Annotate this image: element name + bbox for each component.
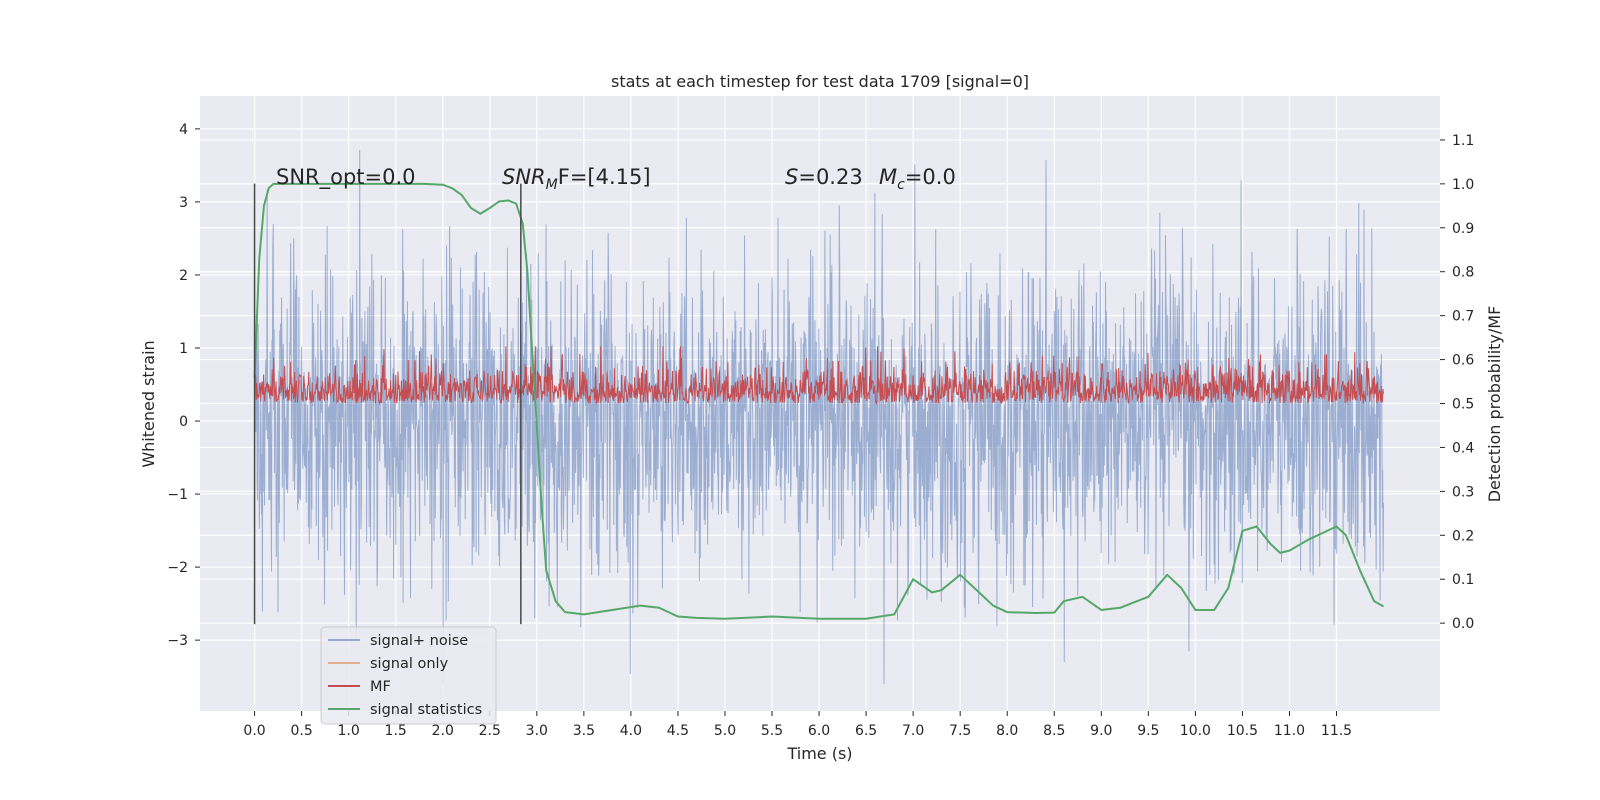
y-tick-label-right: 0.8 xyxy=(1452,265,1474,281)
y-tick-label-right: 0.9 xyxy=(1452,221,1474,237)
y-tick-label-right: 0.5 xyxy=(1452,397,1474,413)
y-tick-label-right: 1.0 xyxy=(1452,177,1474,193)
mc-value: =0.0 xyxy=(905,165,956,189)
y-tick-label-left: 4 xyxy=(179,122,188,138)
x-tick-label: 4.5 xyxy=(667,723,689,739)
x-tick-label: 3.0 xyxy=(526,723,548,739)
x-tick-label: 9.0 xyxy=(1090,723,1112,739)
x-tick-label: 6.5 xyxy=(855,723,877,739)
legend-label-signal-noise: signal+ noise xyxy=(370,633,468,649)
axis-layer: 0.0 0.5 1.0 1.5 2.0 2.5 3.0 3.5 4.0 4.5 5.0 5.5 6.0 6… xyxy=(167,122,1474,739)
snr-mf-sub: M xyxy=(546,177,558,193)
series-signal-noise-line xyxy=(254,149,1385,684)
snr-mf-name: SNR xyxy=(502,165,546,189)
legend-box xyxy=(320,626,497,725)
x-axis-label: Time (s) xyxy=(786,744,852,763)
y-tick-label-left: 2 xyxy=(179,268,188,284)
y-tick-label-left: −2 xyxy=(167,560,188,576)
chart-title: stats at each timestep for test data 170… xyxy=(611,72,1029,91)
annotation-snr-opt: SNR_opt=0.0 xyxy=(276,165,416,190)
x-tick-label: 0.5 xyxy=(290,723,312,739)
series-mf-line xyxy=(254,346,1385,405)
x-tick-label: 1.0 xyxy=(338,723,360,739)
x-tick-label: 5.5 xyxy=(761,723,783,739)
x-tick-label: 8.5 xyxy=(1043,723,1065,739)
y-tick-label-right: 1.1 xyxy=(1452,133,1474,149)
x-tick-label: 2.5 xyxy=(479,723,501,739)
y-tick-label-right: 0.6 xyxy=(1452,353,1474,369)
legend-label-mf: MF xyxy=(370,679,391,695)
y-tick-label-left: 0 xyxy=(179,414,188,430)
marker-layer xyxy=(253,183,522,625)
mc-name: M xyxy=(879,165,897,189)
x-tick-label: 3.5 xyxy=(573,723,595,739)
y-tick-label-right: 0.2 xyxy=(1452,528,1474,544)
y-tick-label-right: 0.7 xyxy=(1452,309,1474,325)
y-tick-label-right: 0.1 xyxy=(1452,572,1474,588)
snr-mf-rest: F=[4.15] xyxy=(558,165,651,189)
x-tick-label: 7.5 xyxy=(949,723,971,739)
annotation-s-stat: S=0.23 xyxy=(785,165,863,189)
s-stat-name: S xyxy=(785,165,798,189)
x-tick-label: 5.0 xyxy=(714,723,736,739)
legend-label-signal-only: signal only xyxy=(370,656,449,672)
x-tick-label: 10.0 xyxy=(1180,723,1211,739)
series-signal-statistics-line xyxy=(253,182,1385,620)
x-tick-label: 1.5 xyxy=(385,723,407,739)
y-tick-label-left: −3 xyxy=(167,633,188,649)
x-tick-label: 11.0 xyxy=(1274,723,1305,739)
y-tick-label-right: 0.0 xyxy=(1452,616,1474,632)
annotation-mc: Mc=0.0 xyxy=(879,165,956,193)
y-tick-label-left: 1 xyxy=(179,341,188,357)
x-tick-label: 8.0 xyxy=(996,723,1018,739)
s-stat-value: =0.23 xyxy=(798,165,862,189)
x-tick-label: 0.0 xyxy=(243,723,265,739)
grid-layer xyxy=(200,96,1440,711)
mc-sub: c xyxy=(897,177,905,193)
x-tick-label: 4.0 xyxy=(620,723,642,739)
legend: signal+ noise signal only MF signal stat… xyxy=(320,626,497,725)
y-axis-label-left: Whitened strain xyxy=(139,340,158,467)
y-tick-label-left: −1 xyxy=(167,487,188,503)
annotation-snr-mf: SNRMF=[4.15] xyxy=(502,165,651,193)
series-layer xyxy=(253,149,1385,684)
y-tick-label-right: 0.3 xyxy=(1452,484,1474,500)
x-tick-label: 2.0 xyxy=(432,723,454,739)
x-tick-label: 10.5 xyxy=(1227,723,1258,739)
legend-label-signal-statistics: signal statistics xyxy=(370,702,482,718)
x-tick-label: 11.5 xyxy=(1321,723,1352,739)
y-axis-label-right: Detection probability/MF xyxy=(1485,306,1504,503)
x-tick-label: 7.0 xyxy=(902,723,924,739)
y-tick-label-right: 0.4 xyxy=(1452,440,1474,456)
x-tick-label: 9.5 xyxy=(1137,723,1159,739)
y-tick-label-left: 3 xyxy=(179,195,188,211)
x-tick-label: 6.0 xyxy=(808,723,830,739)
